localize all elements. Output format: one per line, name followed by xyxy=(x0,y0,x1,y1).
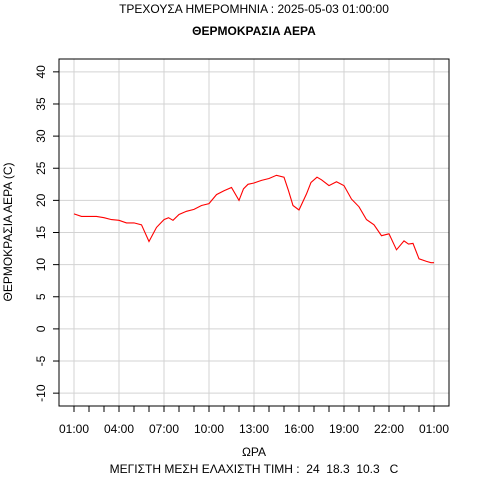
temperature-line xyxy=(73,174,434,264)
x-tick-label: 19:00 xyxy=(329,422,359,436)
x-tick-label: 13:00 xyxy=(239,422,269,436)
x-axis-title: ΩΡΑ xyxy=(242,445,266,459)
x-axis: 01:00 04:00 07:00 10:00 13:00 16:00 19:00 22:00… xyxy=(59,406,449,436)
y-tick-label: 15 xyxy=(34,226,48,240)
y-tick-label: 40 xyxy=(34,65,48,79)
y-tick-label: -10 xyxy=(34,384,48,402)
grid xyxy=(59,59,449,406)
current-date-label: ΤΡΕΧΟΥΣΑ ΗΜΕΡΟΜΗΝΙΑ : 2025-05-03 01:00:0… xyxy=(119,2,389,16)
x-tick-label: 01:00 xyxy=(419,422,449,436)
y-axis-title: ΘΕΡΜΟΚΡΑΣΙΑ ΑΕΡΑ (C) xyxy=(1,162,15,301)
stats-footer: ΜΕΓΙΣΤΗ ΜΕΣΗ ΕΛΑΧΙΣΤΗ ΤΙΜΗ : 24 18.3 10.… xyxy=(110,462,399,476)
y-tick-label: 0 xyxy=(34,325,48,332)
y-axis: -10 -5 0 5 10 15 20 25 30 35 40 xyxy=(34,65,59,402)
y-tick-label: 10 xyxy=(34,258,48,272)
y-tick-label: 25 xyxy=(34,161,48,175)
x-tick-label: 01:00 xyxy=(59,422,89,436)
y-tick-label: -5 xyxy=(34,355,48,366)
x-tick-label: 10:00 xyxy=(194,422,224,436)
x-tick-label: 07:00 xyxy=(149,422,179,436)
y-tick-label: 30 xyxy=(34,129,48,143)
chart-title: ΘΕΡΜΟΚΡΑΣΙΑ ΑΕΡΑ xyxy=(192,24,316,38)
x-tick-label: 04:00 xyxy=(104,422,134,436)
x-tick-label: 16:00 xyxy=(284,422,314,436)
y-tick-label: 20 xyxy=(34,193,48,207)
x-tick-label: 22:00 xyxy=(374,422,404,436)
y-tick-label: 5 xyxy=(34,293,48,300)
y-tick-label: 35 xyxy=(34,97,48,111)
